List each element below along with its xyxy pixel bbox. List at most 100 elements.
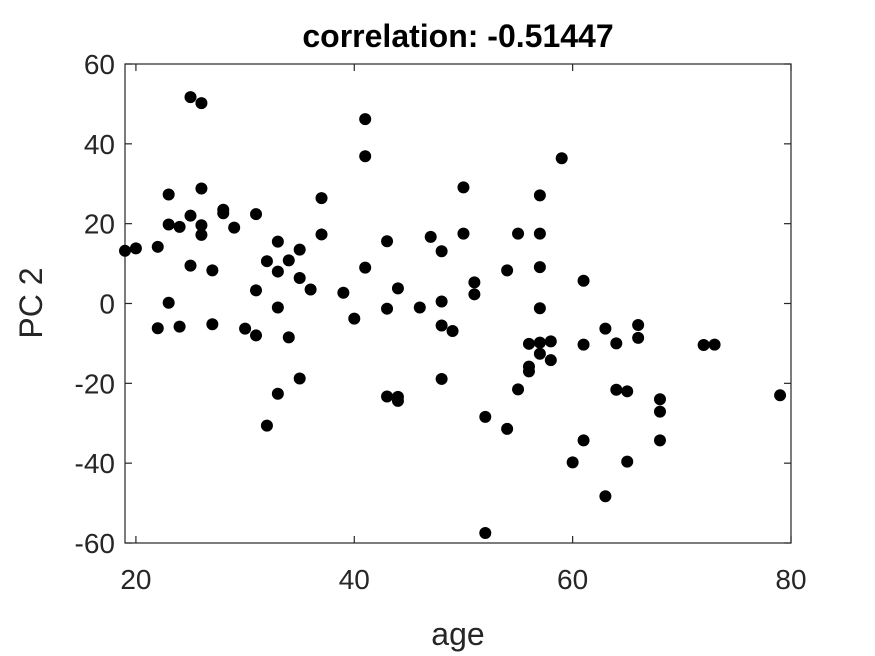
data-point	[206, 318, 219, 331]
data-point	[457, 181, 470, 194]
data-point	[501, 264, 514, 277]
data-point	[653, 393, 666, 406]
data-point	[479, 527, 492, 540]
data-point	[293, 243, 306, 256]
data-point	[468, 276, 481, 289]
data-point	[381, 390, 394, 403]
data-point	[271, 301, 284, 314]
data-point	[501, 422, 514, 435]
data-point	[708, 338, 721, 351]
data-point	[162, 188, 175, 201]
x-tick-label: 40	[339, 564, 370, 595]
data-point	[533, 261, 546, 274]
data-point	[228, 221, 241, 234]
plot-area	[124, 63, 792, 544]
data-point	[293, 372, 306, 385]
data-point	[468, 288, 481, 301]
data-point	[195, 228, 208, 241]
data-point	[250, 208, 263, 221]
data-point	[184, 91, 197, 104]
data-point	[533, 302, 546, 315]
data-point	[359, 113, 372, 126]
y-tick-label: -40	[75, 448, 115, 479]
data-point	[304, 283, 317, 296]
data-point	[599, 322, 612, 335]
data-point	[621, 455, 634, 468]
x-tick-label: 20	[120, 564, 151, 595]
data-point	[479, 410, 492, 423]
data-point	[512, 383, 525, 396]
data-point	[610, 337, 623, 350]
data-point	[173, 220, 186, 233]
data-point	[435, 295, 448, 308]
y-tick-label: -60	[75, 528, 115, 559]
data-point	[195, 97, 208, 110]
data-point	[446, 325, 459, 338]
data-point	[697, 339, 710, 352]
x-tick-label: 80	[775, 564, 806, 595]
data-point	[359, 261, 372, 274]
data-point	[599, 490, 612, 503]
y-tick-label: 20	[84, 209, 115, 240]
data-point	[512, 227, 525, 240]
data-point	[195, 182, 208, 195]
data-point	[632, 319, 645, 332]
data-point	[195, 219, 208, 232]
y-tick-label: 60	[84, 49, 115, 80]
data-point	[315, 228, 328, 241]
data-point	[577, 274, 590, 287]
data-point	[632, 331, 645, 344]
data-point	[457, 227, 470, 240]
data-point	[555, 152, 568, 165]
data-point	[271, 387, 284, 400]
data-point	[381, 235, 394, 248]
data-point	[566, 456, 579, 469]
y-tick-label: 40	[84, 129, 115, 160]
data-point	[577, 434, 590, 447]
y-axis-label: PC 2	[13, 267, 49, 338]
data-point	[522, 337, 535, 350]
data-point	[533, 336, 546, 349]
data-point	[621, 385, 634, 398]
data-point	[381, 302, 394, 315]
data-point	[533, 347, 546, 360]
data-point	[359, 150, 372, 163]
data-point	[217, 207, 230, 220]
data-point	[348, 312, 361, 325]
data-point	[435, 245, 448, 258]
y-tick-label: -20	[75, 368, 115, 399]
data-point	[653, 405, 666, 418]
data-point	[162, 218, 175, 231]
axes-box	[124, 63, 792, 544]
data-point	[577, 338, 590, 351]
data-point	[391, 282, 404, 295]
data-point	[653, 434, 666, 447]
x-tick-label: 60	[557, 564, 588, 595]
data-point	[250, 284, 263, 297]
data-point	[774, 389, 787, 402]
data-point	[260, 419, 273, 432]
data-point	[173, 320, 186, 333]
data-point	[271, 235, 284, 248]
data-point	[533, 227, 546, 240]
data-point	[391, 394, 404, 407]
data-point	[413, 301, 426, 314]
data-point	[206, 264, 219, 277]
data-point	[162, 296, 175, 309]
data-point	[337, 286, 350, 299]
y-tick-label: 0	[99, 289, 115, 320]
data-point	[435, 319, 448, 332]
data-point	[282, 254, 295, 267]
data-point	[151, 322, 164, 335]
data-point	[435, 372, 448, 385]
data-point	[293, 271, 306, 284]
data-point	[282, 331, 295, 344]
data-point	[533, 189, 546, 202]
data-point	[271, 265, 284, 278]
data-point	[119, 244, 131, 257]
x-axis-label: age	[431, 616, 484, 652]
chart-title: correlation: -0.51447	[302, 18, 613, 54]
data-point	[260, 255, 273, 268]
data-point	[129, 242, 142, 255]
